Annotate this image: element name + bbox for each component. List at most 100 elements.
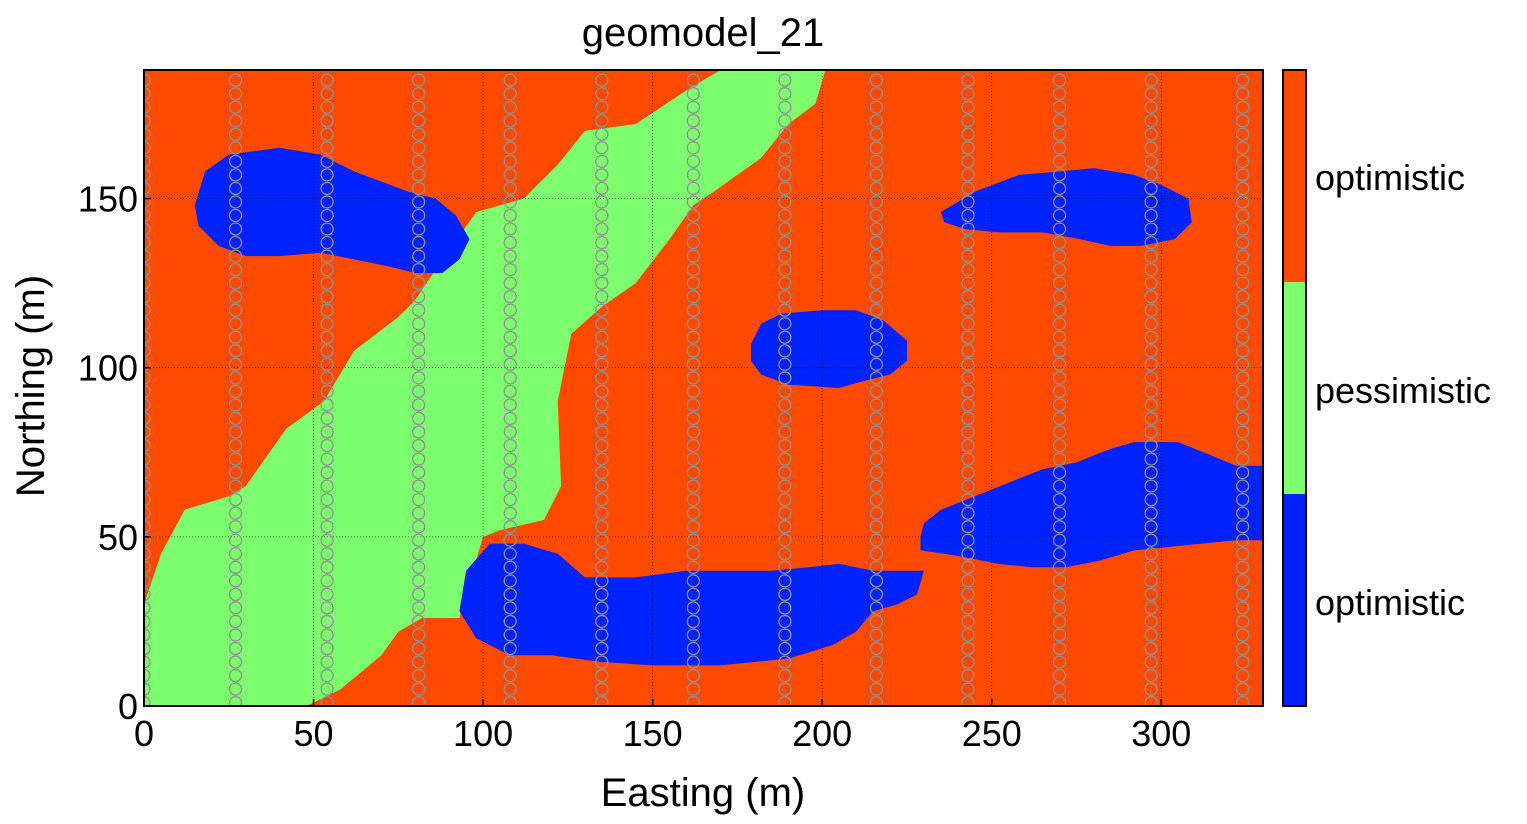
well-sample-marker bbox=[869, 317, 884, 331]
grid-lines bbox=[144, 70, 1263, 706]
well-sample-marker bbox=[595, 411, 609, 426]
well-sample-marker bbox=[1144, 141, 1158, 155]
facies-region-optimistic-4 bbox=[940, 168, 1192, 246]
well-sample-marker bbox=[1236, 127, 1250, 141]
well-sample-marker bbox=[686, 574, 700, 588]
well-216 bbox=[869, 73, 884, 706]
well-sample-marker bbox=[1052, 438, 1067, 453]
well-sample-marker bbox=[869, 384, 884, 399]
well-sample-marker bbox=[595, 249, 609, 263]
well-sample-marker bbox=[1052, 154, 1067, 168]
well-sample-marker bbox=[228, 222, 243, 236]
well-sample-marker bbox=[595, 601, 609, 615]
well-sample-marker bbox=[412, 547, 426, 561]
well-sample-marker bbox=[1236, 641, 1250, 656]
plot-area bbox=[144, 70, 1263, 706]
well-sample-marker bbox=[778, 438, 792, 453]
well-sample-marker bbox=[412, 114, 426, 128]
well-sample-marker bbox=[961, 330, 975, 344]
well-sample-marker bbox=[1236, 492, 1250, 507]
well-sample-marker bbox=[412, 628, 426, 642]
well-sample-marker bbox=[144, 425, 151, 439]
well-sample-marker bbox=[961, 181, 975, 196]
well-sample-marker bbox=[1052, 181, 1067, 196]
well-sample-marker bbox=[869, 587, 884, 602]
colorbar-label-middle: pessimistic bbox=[1315, 370, 1491, 411]
well-sample-marker bbox=[1236, 73, 1250, 87]
axis-ticks: 0 50 100 150 200 250 300 0 50 100 150 bbox=[78, 179, 1191, 754]
well-sample-marker bbox=[961, 479, 975, 493]
well-sample-marker bbox=[778, 290, 792, 304]
well-sample-marker bbox=[1144, 262, 1158, 277]
well-sample-marker bbox=[320, 452, 334, 466]
well-sample-marker bbox=[595, 303, 609, 317]
well-sample-marker bbox=[412, 290, 426, 304]
well-sample-marker bbox=[412, 682, 426, 696]
well-sample-marker bbox=[686, 154, 700, 168]
well-sample-marker bbox=[1144, 628, 1158, 642]
well-sample-marker bbox=[961, 411, 975, 426]
well-sample-marker bbox=[412, 262, 426, 277]
well-sample-marker bbox=[1052, 574, 1067, 588]
well-sample-marker bbox=[595, 384, 609, 399]
well-sample-marker bbox=[961, 438, 975, 453]
well-sample-marker bbox=[686, 127, 700, 141]
well-135 bbox=[595, 73, 609, 706]
well-sample-marker bbox=[144, 614, 151, 629]
well-sample-marker bbox=[686, 398, 700, 412]
well-270 bbox=[1052, 73, 1067, 706]
well-sample-marker bbox=[961, 141, 975, 155]
facies-regions bbox=[144, 70, 1263, 706]
well-sample-marker bbox=[1052, 290, 1067, 304]
well-sample-marker bbox=[1144, 438, 1158, 453]
well-sample-marker bbox=[412, 100, 426, 114]
well-sample-marker bbox=[1052, 601, 1067, 615]
well-sample-marker bbox=[320, 87, 334, 101]
well-sample-marker bbox=[1236, 668, 1250, 683]
well-sample-marker bbox=[1052, 587, 1067, 602]
well-sample-marker bbox=[320, 357, 334, 371]
well-sample-marker bbox=[595, 479, 609, 493]
well-sample-marker bbox=[686, 371, 700, 385]
well-sample-marker bbox=[503, 682, 517, 696]
well-sample-marker bbox=[1052, 628, 1067, 642]
well-sample-marker bbox=[1052, 560, 1067, 574]
well-sample-marker bbox=[1236, 87, 1250, 101]
well-sample-marker bbox=[869, 560, 884, 574]
well-sample-marker bbox=[686, 249, 700, 263]
well-sample-marker bbox=[1236, 208, 1250, 223]
well-sample-marker bbox=[412, 181, 426, 196]
y-tick-label: 150 bbox=[78, 179, 138, 220]
well-sample-marker bbox=[144, 276, 151, 290]
well-sample-marker bbox=[1052, 668, 1067, 683]
well-sample-marker bbox=[595, 100, 609, 114]
well-162 bbox=[686, 73, 700, 706]
well-sample-marker bbox=[1236, 181, 1250, 196]
colorbar: optimistic pessimistic optimistic bbox=[1282, 69, 1491, 707]
well-sample-marker bbox=[778, 533, 792, 547]
well-sample-marker bbox=[412, 195, 426, 209]
well-sample-marker bbox=[961, 655, 975, 669]
x-tick-label: 100 bbox=[453, 713, 513, 754]
well-sample-marker bbox=[1144, 195, 1158, 209]
x-tick-label: 200 bbox=[792, 713, 852, 754]
colorbar-segment-top bbox=[1283, 70, 1306, 282]
well-sample-marker bbox=[144, 520, 151, 534]
well-sample-marker bbox=[686, 141, 700, 155]
well-sample-marker bbox=[1236, 262, 1250, 277]
well-sample-marker bbox=[1236, 520, 1250, 534]
well-sample-marker bbox=[1236, 560, 1250, 574]
well-sample-marker bbox=[228, 290, 243, 304]
well-sample-marker bbox=[686, 317, 700, 331]
well-sample-marker bbox=[961, 601, 975, 615]
well-sample-marker bbox=[778, 303, 792, 317]
well-sample-marker bbox=[1236, 411, 1250, 426]
well-sample-marker bbox=[503, 533, 517, 547]
well-sample-marker bbox=[503, 330, 517, 344]
well-sample-marker bbox=[320, 290, 334, 304]
well-sample-marker bbox=[1144, 249, 1158, 263]
well-sample-marker bbox=[412, 276, 426, 290]
well-sample-marker bbox=[961, 398, 975, 412]
well-sample-marker bbox=[228, 641, 243, 656]
well-sample-marker bbox=[144, 695, 151, 706]
